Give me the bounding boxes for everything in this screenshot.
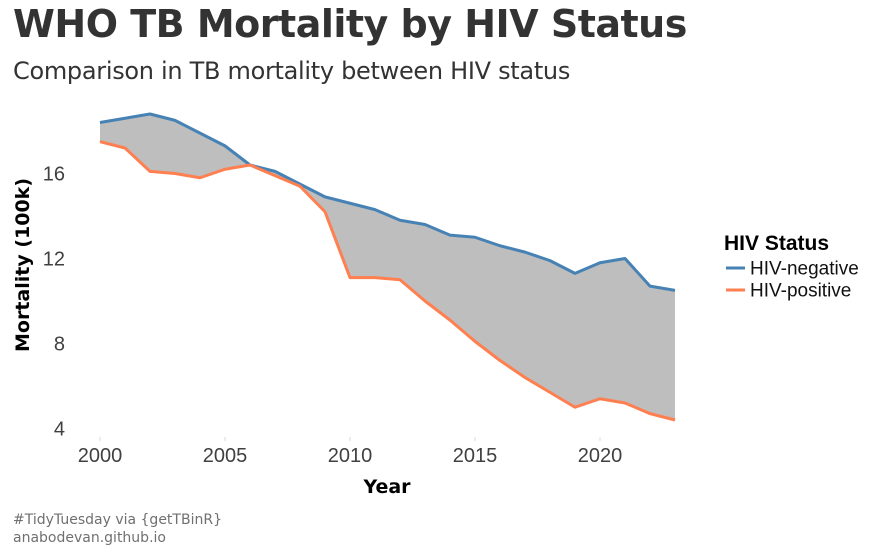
x-tick-label: 2020 <box>578 445 623 467</box>
chart-title: WHO TB Mortality by HIV Status <box>13 2 687 46</box>
y-tick-label: 4 <box>54 419 65 441</box>
series-line-hiv-positive <box>99 140 676 422</box>
ribbon-layer <box>100 114 675 420</box>
legend-label-hiv-positive: HIV-positive <box>750 281 851 302</box>
x-axis-title: Year <box>362 476 411 498</box>
series-line-hiv-negative <box>99 112 676 292</box>
chart-subtitle: Comparison in TB mortality between HIV s… <box>13 57 571 85</box>
caption: #TidyTuesday via {getTBinR} anabodevan.g… <box>13 511 222 547</box>
lines-layer <box>99 112 676 422</box>
x-tick-label: 2015 <box>453 445 498 467</box>
legend-label-hiv-negative: HIV-negative <box>750 259 859 280</box>
y-axis: 4 8 12 16 <box>43 164 65 441</box>
x-tick-label: 2010 <box>328 445 373 467</box>
y-tick-label: 8 <box>54 334 65 356</box>
legend-title: HIV Status <box>724 232 829 255</box>
caption-website: anabodevan.github.io <box>13 530 166 546</box>
x-axis: 2000 2005 2010 2015 2020 <box>78 437 623 467</box>
x-tick-label: 2000 <box>78 445 123 467</box>
y-tick-label: 12 <box>43 249 65 271</box>
x-tick-label: 2005 <box>203 445 248 467</box>
y-axis-title: Mortality (100k) <box>12 178 34 352</box>
y-tick-label: 16 <box>43 164 65 186</box>
ribbon-area <box>100 114 675 420</box>
legend: HIV Status HIV-negative HIV-positive <box>724 232 859 302</box>
caption-source: #TidyTuesday via {getTBinR} <box>13 512 222 528</box>
